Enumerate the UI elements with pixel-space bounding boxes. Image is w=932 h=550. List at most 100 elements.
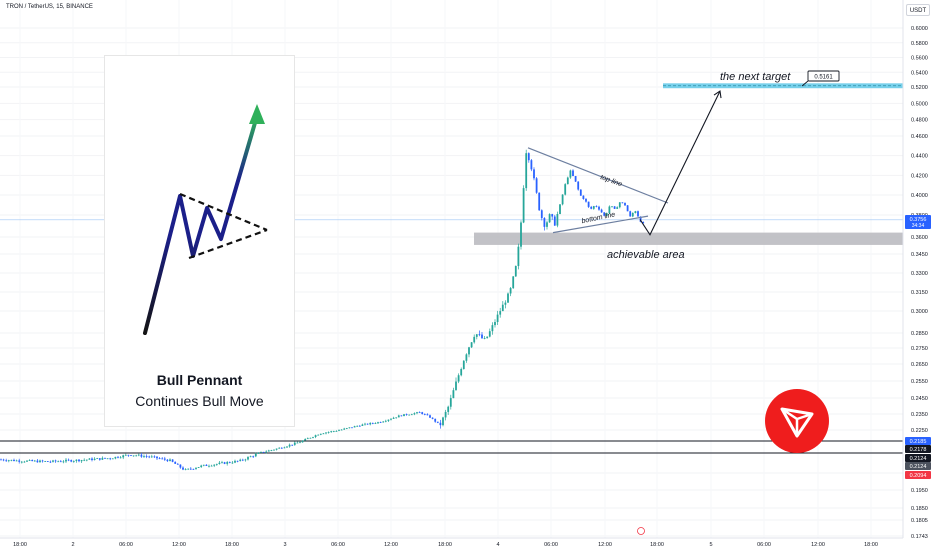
candle-body — [213, 464, 216, 466]
arrow-head-icon — [249, 104, 265, 124]
illustration-subtitle: Continues Bull Move — [135, 393, 264, 409]
y-tick-label: 0.5000 — [911, 101, 928, 107]
target-value-box — [807, 70, 840, 82]
candle-body — [442, 417, 444, 426]
candle-body — [509, 288, 512, 294]
candle-body — [304, 438, 307, 441]
y-tick-label: 0.2450 — [911, 396, 928, 402]
candle-body — [291, 444, 294, 446]
candle-body — [208, 465, 210, 467]
candle-body — [262, 451, 265, 453]
candle-body — [104, 457, 106, 459]
candle-body — [46, 461, 49, 462]
candle-body — [387, 419, 390, 421]
candle-body — [189, 468, 192, 470]
candle-body — [481, 334, 483, 339]
candle-body — [366, 423, 369, 425]
candle-body — [512, 276, 515, 289]
y-tick-label: 0.1743 — [911, 534, 928, 540]
candle-body — [314, 435, 317, 438]
candle-body — [382, 421, 385, 423]
candle-body — [65, 459, 67, 462]
candle-body — [468, 347, 470, 355]
candle-body — [369, 422, 372, 425]
candle-body — [600, 209, 603, 213]
candle-body — [244, 459, 247, 461]
candle-body — [470, 342, 473, 348]
candle-body — [460, 369, 463, 376]
candle-body — [514, 265, 517, 277]
candle-body — [556, 213, 559, 226]
candle-body — [361, 424, 364, 426]
candle-body — [559, 204, 561, 214]
candle-body — [626, 205, 629, 212]
y-tick-label: 0.3450 — [911, 252, 928, 258]
candle-body — [252, 456, 255, 458]
candle-body — [91, 458, 93, 461]
y-tick-label: 0.2750 — [911, 346, 928, 352]
candle-body — [247, 457, 249, 460]
pennant-illustration — [143, 104, 268, 335]
candle-body — [278, 447, 281, 449]
illustration-title: Bull Pennant — [156, 372, 243, 388]
target-label: the next target — [720, 71, 791, 83]
candle-body — [117, 456, 119, 458]
y-tick-label: 0.1805 — [911, 518, 928, 524]
candle-body — [403, 414, 405, 417]
price-badge — [905, 462, 931, 470]
candle-body — [226, 462, 229, 464]
candle-body — [491, 325, 494, 332]
candle-body — [624, 203, 626, 206]
candle-body — [564, 184, 567, 195]
candle-body — [634, 211, 637, 214]
candle-body — [106, 458, 109, 460]
candle-body — [75, 459, 78, 462]
candle-body — [569, 170, 572, 178]
candle-body — [96, 458, 99, 459]
candle-body — [23, 461, 26, 463]
y-tick-label: 0.4000 — [911, 193, 928, 199]
candle-body — [374, 423, 377, 425]
candle-body — [465, 354, 468, 361]
candle-body — [447, 406, 450, 412]
alarm-icon — [637, 527, 645, 535]
candle-body — [36, 460, 39, 463]
candle-body — [78, 459, 80, 462]
candle-body — [397, 415, 400, 418]
candle-body — [176, 463, 179, 465]
candle-body — [59, 461, 62, 463]
candle-body — [345, 428, 348, 429]
candle-body — [80, 460, 83, 462]
price-badge — [905, 454, 931, 462]
candle-body — [621, 202, 624, 204]
candle-body — [0, 459, 2, 461]
support-zone — [474, 232, 903, 245]
pennant-top-dash — [179, 192, 268, 232]
price-badge — [905, 215, 931, 229]
candle-body — [257, 452, 260, 454]
candle-body — [496, 314, 499, 323]
candle-body — [301, 440, 304, 443]
candle-body — [358, 425, 361, 427]
candle-body — [41, 460, 44, 462]
candle-body — [127, 454, 130, 456]
candle-body — [241, 459, 244, 461]
candle-body — [499, 311, 502, 315]
candle-body — [13, 459, 15, 462]
candle-body — [184, 469, 187, 471]
candle-body — [283, 447, 286, 449]
candle-body — [390, 418, 392, 420]
candle-body — [462, 360, 465, 370]
candle-body — [637, 211, 639, 217]
y-tick-label: 0.6000 — [911, 26, 928, 32]
x-tick-label: 12:00 — [384, 542, 398, 548]
candle-body — [57, 461, 60, 463]
candle-body — [566, 177, 569, 185]
candle-body — [72, 461, 75, 462]
price-badge-value: 0.2178 — [910, 447, 927, 453]
currency-button[interactable]: USDT — [906, 4, 930, 16]
candle-body — [426, 414, 429, 416]
x-tick-label: 18:00 — [438, 542, 452, 548]
candle-body — [26, 460, 28, 462]
